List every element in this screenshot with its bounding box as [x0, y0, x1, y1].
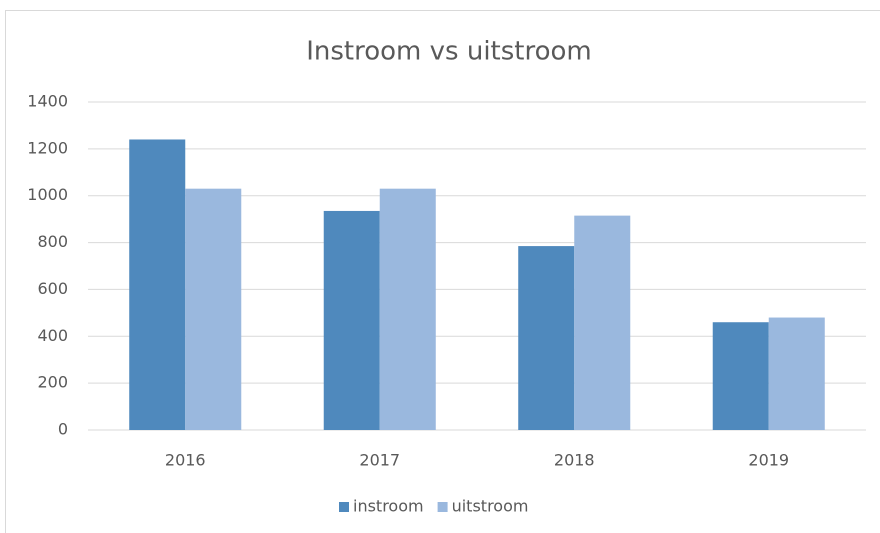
- y-tick-label: 1200: [27, 138, 68, 157]
- legend-label: uitstroom: [452, 497, 529, 516]
- bar: [768, 317, 825, 430]
- y-tick-label: 200: [37, 373, 68, 392]
- x-tick-label: 2019: [748, 451, 789, 470]
- bar: [518, 246, 575, 430]
- y-tick-label: 0: [58, 420, 68, 439]
- chart-title: Instroom vs uitstroom: [306, 37, 592, 67]
- bar: [379, 188, 436, 430]
- y-tick-label: 1400: [27, 92, 68, 111]
- x-tick-label: 2018: [554, 451, 595, 470]
- bar: [712, 322, 769, 430]
- bar: [574, 215, 631, 430]
- x-tick-label: 2017: [359, 451, 400, 470]
- bar: [185, 188, 242, 430]
- bar: [129, 139, 186, 430]
- y-tick-label: 600: [37, 279, 68, 298]
- legend-swatch: [339, 502, 349, 512]
- bar: [323, 210, 380, 430]
- x-tick-label: 2016: [165, 451, 206, 470]
- legend-swatch: [437, 502, 448, 512]
- y-tick-label: 400: [37, 326, 68, 345]
- y-tick-label: 800: [37, 232, 68, 251]
- y-tick-label: 1000: [27, 185, 68, 204]
- legend-label: instroom: [353, 497, 424, 516]
